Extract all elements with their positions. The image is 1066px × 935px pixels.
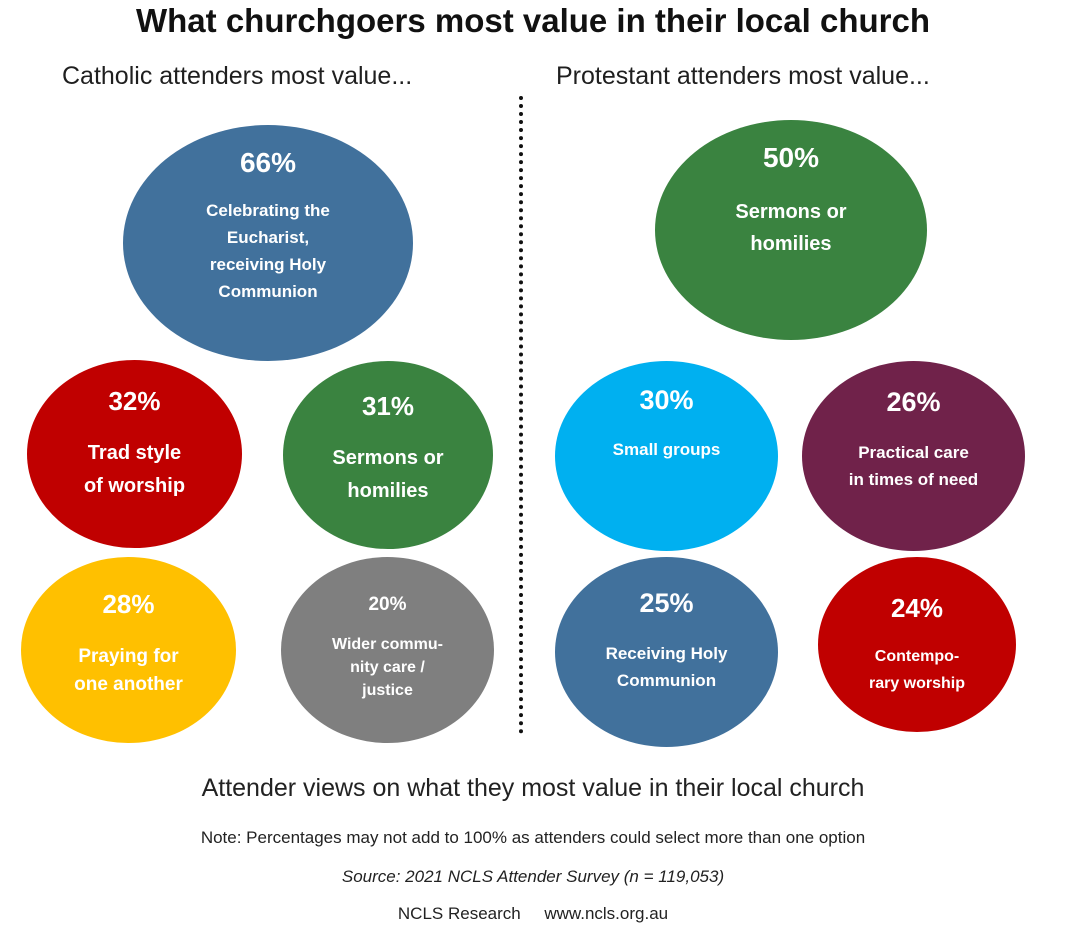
catholic-bubble-4: 28% Praying for one another xyxy=(21,557,236,743)
catholic-bubble-2: 32% Trad style of worship xyxy=(27,360,242,548)
protestant-group-title: Protestant attenders most value... xyxy=(556,62,930,90)
bubble-percent: 20% xyxy=(368,594,407,615)
bubble-percent: 32% xyxy=(108,386,161,416)
bubble-label: Receiving Holy Communion xyxy=(605,644,728,690)
bubble-percent: 30% xyxy=(639,385,694,415)
protestant-bubble-5: 24% Contempo- rary worship xyxy=(818,557,1016,732)
footer-note: Note: Percentages may not add to 100% as… xyxy=(200,828,866,847)
bubble-percent: 50% xyxy=(762,142,820,173)
bubble-percent: 28% xyxy=(102,589,155,619)
bubble-label: Practical care in times of need xyxy=(848,443,979,489)
bubble-percent: 66% xyxy=(239,147,297,178)
chart-caption: Attender views on what they most value i… xyxy=(201,774,865,802)
bubble-label: Wider commu- nity care / justice xyxy=(332,636,443,699)
bubble-label: Small groups xyxy=(612,440,721,459)
bubble-percent: 26% xyxy=(886,387,941,417)
protestant-bubble-2: 30% Small groups xyxy=(555,361,778,551)
catholic-bubble-3: 31% Sermons or homilies xyxy=(283,361,493,549)
footer-credit: NCLS Research www.ncls.org.au xyxy=(397,904,669,923)
catholic-bubble-1: 66% Celebrating the Eucharist, receiving … xyxy=(123,125,413,361)
bubble-percent: 24% xyxy=(890,593,944,623)
bubble-label: Contempo- rary worship xyxy=(868,648,966,692)
footer-source: Source: 2021 NCLS Attender Survey (n = 1… xyxy=(341,867,725,886)
bubble-label: Sermons or homilies xyxy=(332,447,444,502)
bubble-percent: 31% xyxy=(361,391,415,421)
protestant-bubble-4: 25% Receiving Holy Communion xyxy=(555,557,778,747)
bubble-label: Celebrating the Eucharist, receiving Hol… xyxy=(206,201,330,301)
bubble-label: Sermons or homilies xyxy=(735,201,847,255)
dotted-divider xyxy=(519,96,523,734)
protestant-bubble-1: 50% Sermons or homilies xyxy=(655,120,927,340)
bubble-label: Praying for one another xyxy=(74,646,183,695)
protestant-bubble-3: 26% Practical care in times of need xyxy=(802,361,1025,551)
catholic-bubble-5: 20% Wider commu- nity care / justice xyxy=(281,557,494,743)
catholic-group-title: Catholic attenders most value... xyxy=(62,62,413,90)
chart-title: What churchgoers most value in their loc… xyxy=(136,2,930,39)
bubble-percent: 25% xyxy=(639,588,694,618)
bubble-label: Trad style of worship xyxy=(83,442,186,497)
